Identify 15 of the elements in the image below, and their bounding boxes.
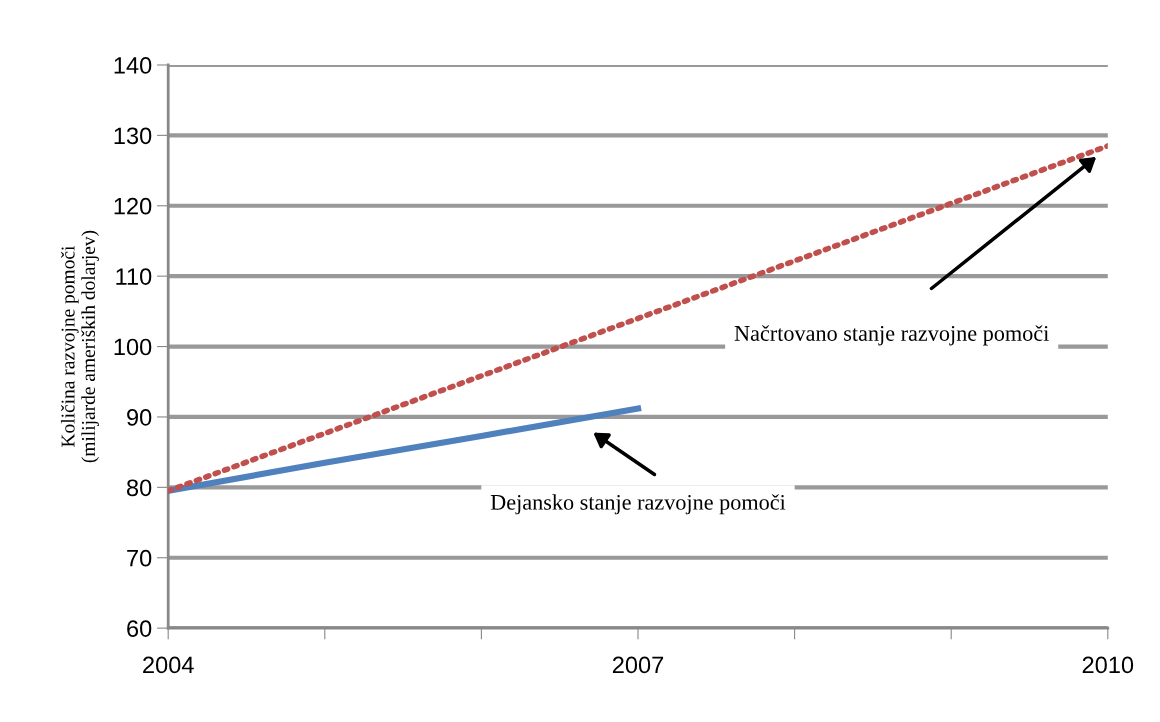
y-tick-label: 90 — [127, 409, 152, 426]
y-axis-title: Količina razvojne pomoči (milijarde ameriških dolarjev) — [60, 230, 99, 463]
x-tick-label: 2004 — [143, 656, 194, 674]
y-tick-label: 110 — [116, 268, 152, 285]
x-tick-label: 2010 — [1082, 656, 1134, 674]
y-tick-label: 130 — [114, 127, 152, 145]
y-tick-label: 60 — [127, 620, 152, 637]
y-tick-label: 120 — [114, 197, 152, 215]
y-tick-label: 70 — [127, 549, 152, 567]
y-tick-label: 80 — [126, 479, 152, 497]
annotation: Načrtovano stanje razvojne pomoči — [734, 325, 1049, 346]
y-tick-label: 100 — [114, 338, 152, 356]
annotation: Dejansko stanje razvojne pomoči — [490, 494, 786, 515]
x-tick-label: 2007 — [612, 656, 664, 674]
y-tick-label: 140 — [114, 57, 152, 74]
